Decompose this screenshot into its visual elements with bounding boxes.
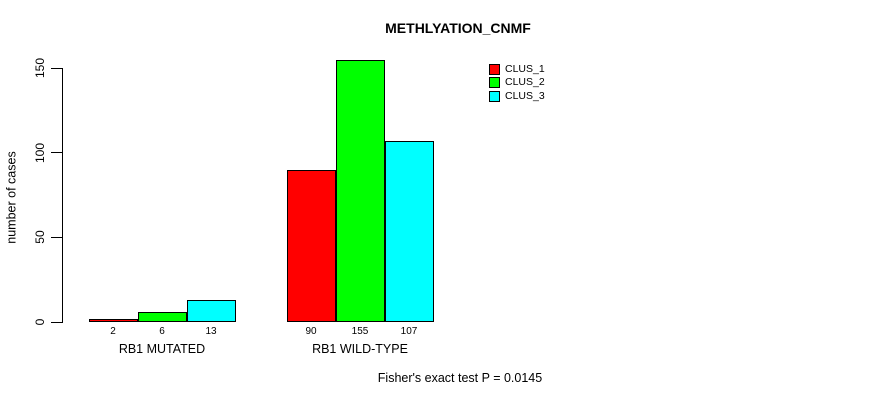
fisher-test-annotation: Fisher's exact test P = 0.0145 (377, 371, 543, 385)
bar-value-label: 13 (205, 326, 217, 337)
y-axis-label: number of cases (4, 151, 19, 244)
legend-label: CLUS_2 (505, 76, 545, 89)
legend: CLUS_1 CLUS_2 CLUS_3 (489, 64, 545, 102)
bar-value-label: 155 (351, 326, 369, 337)
bar-value-label: 90 (305, 326, 317, 337)
y-tick-label: 0 (33, 318, 47, 326)
legend-swatch-icon (489, 90, 500, 102)
y-tick-label: 150 (33, 57, 47, 79)
bar-clus_2-rb1-mutated (137, 311, 187, 322)
group-label-rb1-mutated: RB1 MUTATED (118, 342, 206, 356)
legend-label: CLUS_3 (505, 89, 545, 102)
y-tick-label: 50 (33, 230, 47, 245)
y-tick-mark (51, 152, 62, 154)
legend-item-clus_3: CLUS_3 (489, 89, 545, 102)
bar-value-label: 2 (110, 326, 116, 337)
y-axis-line (62, 68, 63, 323)
legend-label: CLUS_1 (505, 63, 545, 75)
bar-value-label: 107 (400, 326, 418, 337)
bar-clus_3-rb1-wild-type (384, 140, 434, 322)
legend-swatch-icon (489, 77, 500, 89)
y-tick-mark (51, 67, 62, 69)
y-tick-mark (51, 236, 62, 238)
legend-swatch-icon (489, 64, 500, 75)
legend-item-clus_2: CLUS_2 (489, 76, 545, 89)
bar-clus_3-rb1-mutated (186, 299, 236, 322)
bar-value-label: 6 (159, 326, 165, 337)
group-label-rb1-wild-type: RB1 WILD-TYPE (312, 342, 408, 356)
bar-clus_2-rb1-wild-type (335, 59, 385, 322)
y-tick-label: 100 (33, 142, 47, 163)
bar-clus_1-rb1-wild-type (286, 169, 336, 322)
chart-title: METHLYATION_CNMF (385, 20, 531, 36)
y-tick-mark (51, 321, 62, 323)
legend-item-clus_1: CLUS_1 (489, 64, 545, 75)
bar-clus_1-rb1-mutated (88, 318, 138, 322)
